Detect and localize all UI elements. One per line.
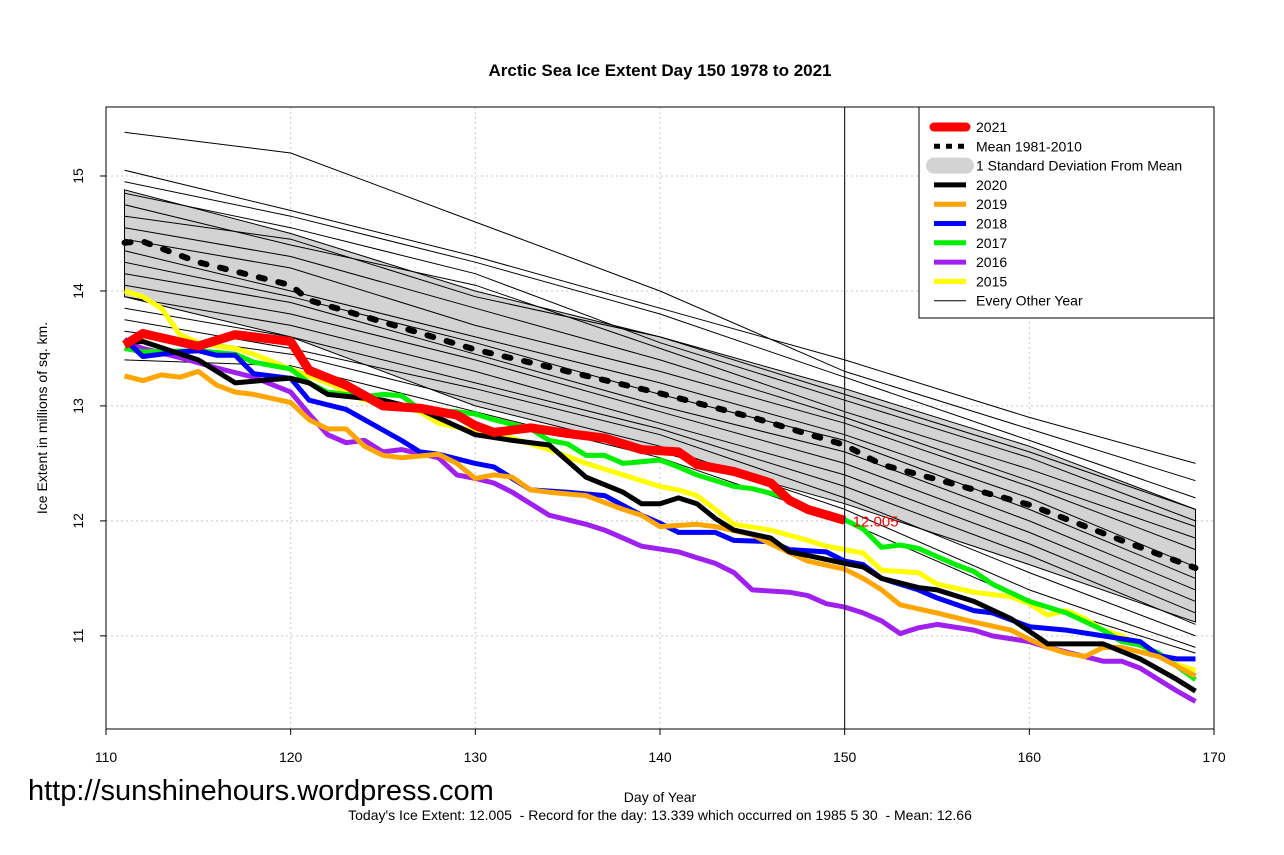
y-tick-label: 15 xyxy=(70,168,86,184)
x-tick-label: 130 xyxy=(464,749,488,765)
other-year-line xyxy=(124,330,1196,648)
other-year-line xyxy=(124,307,1196,625)
legend-label: 2018 xyxy=(976,216,1007,232)
y-axis: 11 12 13 14 15 xyxy=(70,168,107,643)
other-year-line xyxy=(124,273,1196,591)
other-year-line xyxy=(124,192,1196,522)
other-year-line xyxy=(124,181,1196,499)
legend-label: 2016 xyxy=(976,254,1007,270)
y-axis-label: Ice Extent in millions of sq. km. xyxy=(34,322,50,514)
chart-title: Arctic Sea Ice Extent Day 150 1978 to 20… xyxy=(488,61,831,80)
x-tick-label: 110 xyxy=(95,749,118,765)
legend-label: 2019 xyxy=(976,196,1007,212)
x-axis-label: Day of Year xyxy=(624,789,697,805)
series-line-2015 xyxy=(123,288,1197,673)
current-value-label: 12.005 xyxy=(853,513,899,530)
legend-box xyxy=(918,106,1215,319)
watermark-url: http://sunshinehours.wordpress.com xyxy=(28,775,494,807)
mean-polyline xyxy=(121,238,1199,571)
legend-label: 2021 xyxy=(976,119,1007,135)
x-tick-label: 150 xyxy=(833,749,857,765)
series-line-2020 xyxy=(124,339,1197,694)
other-year-line xyxy=(124,284,1196,602)
x-tick-label: 170 xyxy=(1202,749,1226,765)
legend-label: 2020 xyxy=(976,177,1007,193)
mean-line xyxy=(121,238,1199,571)
other-year-line xyxy=(124,296,1196,614)
other-year-line xyxy=(124,227,1196,539)
y-tick-label: 12 xyxy=(70,513,86,529)
year-series xyxy=(122,288,1197,704)
footer-stats: Today's Ice Extent: 12.005 - Record for … xyxy=(348,807,972,823)
other-year-line xyxy=(124,250,1196,568)
other-year-line xyxy=(124,169,1196,464)
other-year-line xyxy=(124,204,1196,528)
other-year-line xyxy=(124,215,1196,510)
x-tick-label: 120 xyxy=(279,749,303,765)
other-year-line xyxy=(124,238,1196,551)
legend-label: Mean 1981-2010 xyxy=(976,138,1082,154)
legend-label: 2017 xyxy=(976,235,1007,251)
series-line-2021 xyxy=(122,329,846,525)
x-axis: 110 120 130 140 150 160 170 xyxy=(95,729,1226,765)
legend-label: 1 Standard Deviation From Mean xyxy=(976,158,1182,174)
legend-label: 2015 xyxy=(976,273,1007,289)
y-tick-label: 13 xyxy=(70,398,86,414)
series-line-2019 xyxy=(123,368,1197,679)
legend: 2021 Mean 1981-2010 1 Standard Deviation F… xyxy=(918,106,1215,319)
legend-label: Every Other Year xyxy=(976,293,1083,309)
y-tick-label: 11 xyxy=(70,628,86,643)
x-tick-label: 160 xyxy=(1018,749,1042,765)
other-year-line xyxy=(124,131,1196,482)
x-tick-label: 140 xyxy=(648,749,672,765)
y-tick-label: 14 xyxy=(70,283,86,299)
